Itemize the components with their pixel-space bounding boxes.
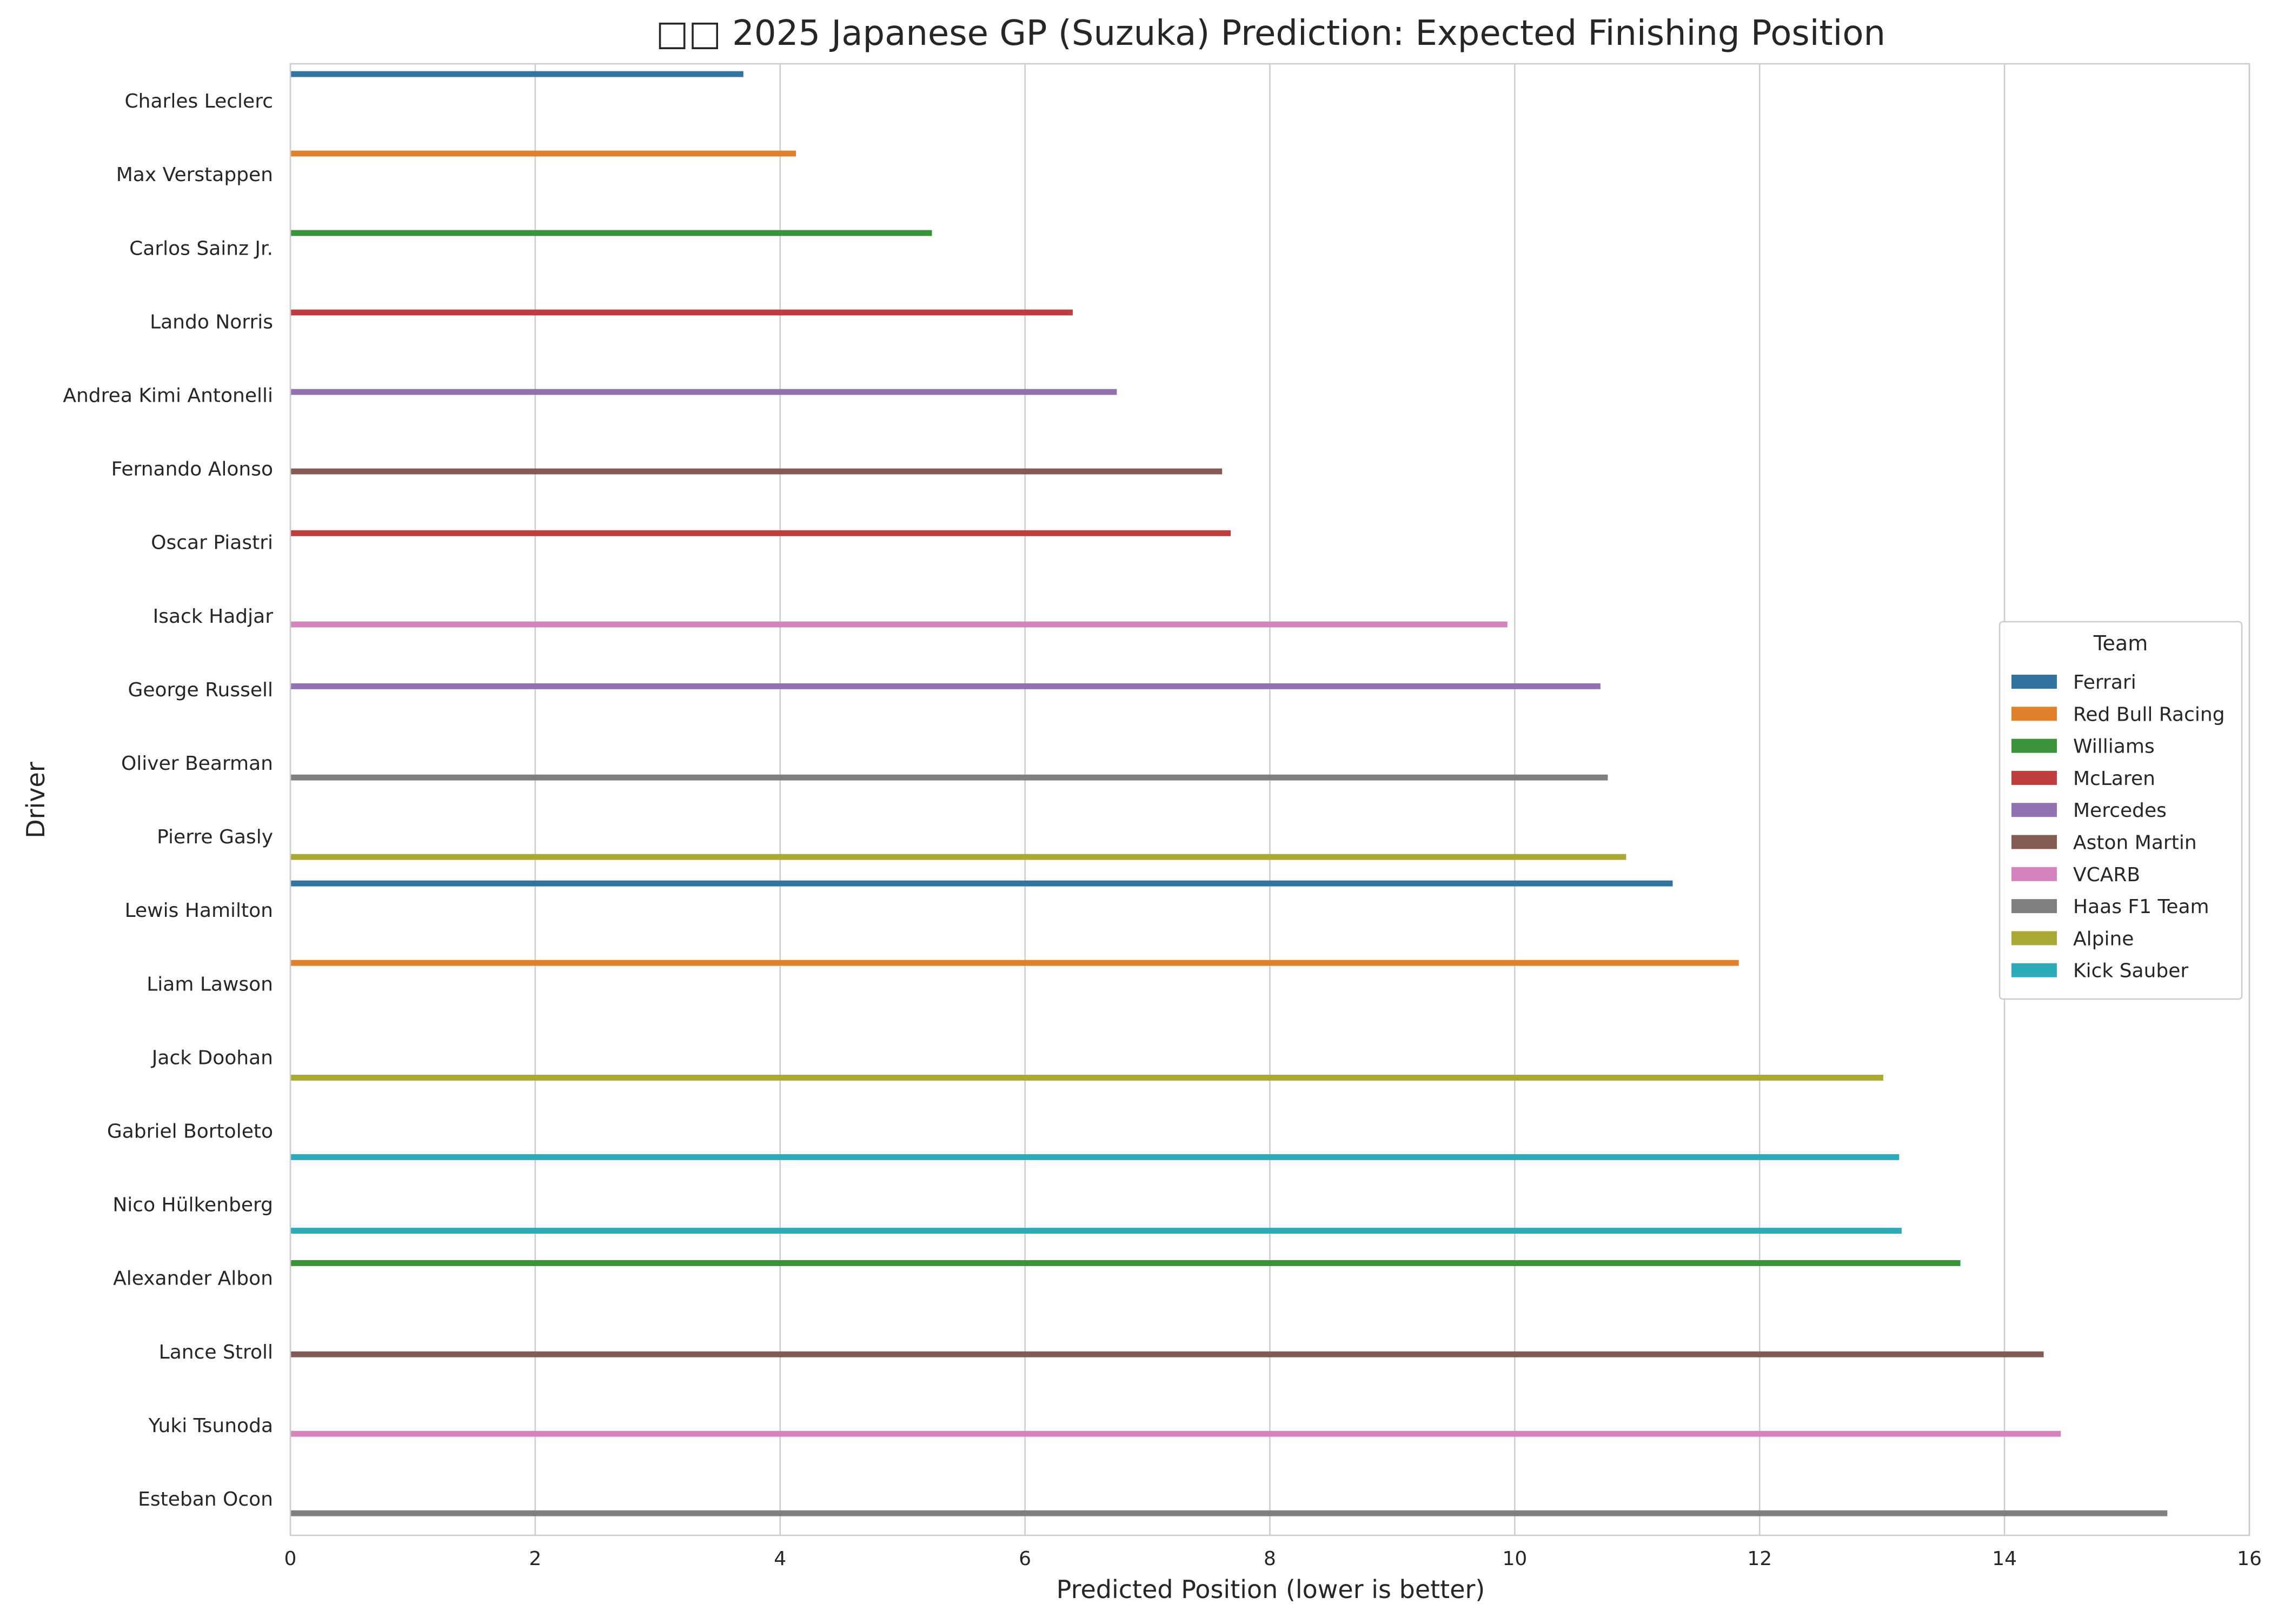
legend-swatch (2011, 770, 2057, 785)
bar (290, 1228, 1902, 1234)
legend-label: Williams (2073, 736, 2155, 758)
bar (290, 150, 796, 157)
legend-label: McLaren (2073, 768, 2155, 790)
x-tick-label: 16 (2237, 1548, 2262, 1570)
bar (290, 530, 1231, 536)
legend-items: Ferrari Red Bull Racing Williams McLaren Mer… (2011, 671, 2225, 982)
legend-swatch (2011, 963, 2057, 977)
y-tick-label: Alexander Albon (113, 1268, 273, 1290)
y-axis-label: Driver (21, 762, 50, 838)
bar (290, 1154, 1900, 1160)
x-tick-label: 2 (529, 1548, 541, 1570)
y-tick-label: Pierre Gasly (157, 826, 273, 848)
x-tick-label: 10 (1502, 1548, 1527, 1570)
legend: Team Ferrari Red Bull Racing Williams McLar… (1998, 621, 2243, 1000)
bar (290, 309, 1073, 316)
bar (290, 71, 743, 77)
y-tick-label: Andrea Kimi Antonelli (63, 384, 273, 407)
legend-box (1998, 621, 2243, 1000)
x-tick-label: 12 (1747, 1548, 1772, 1570)
legend-swatch (2011, 738, 2057, 753)
y-tick-label: George Russell (128, 679, 273, 701)
chart-title: □□ 2025 Japanese GP (Suzuka) Prediction:… (656, 14, 1885, 54)
legend-swatch (2011, 803, 2057, 817)
y-tick-label: Yuki Tsunoda (148, 1415, 273, 1437)
bars (290, 71, 2168, 1516)
y-tick-label: Oscar Piastri (151, 532, 273, 554)
bar (290, 880, 1673, 887)
y-tick-label: Oliver Bearman (121, 753, 273, 775)
y-tick-label: Carlos Sainz Jr. (129, 237, 273, 259)
legend-title: Team (2093, 631, 2148, 655)
y-tick-labels: Charles Leclerc Max Verstappen Carlos Sain… (63, 90, 273, 1510)
bar (290, 960, 1739, 966)
y-tick-label: Max Verstappen (116, 164, 273, 186)
legend-swatch (2011, 899, 2057, 914)
y-tick-label: Lewis Hamilton (125, 900, 273, 922)
legend-swatch (2011, 675, 2057, 689)
legend-label: Aston Martin (2073, 832, 2197, 854)
legend-swatch (2011, 835, 2057, 849)
bar (290, 621, 1508, 628)
y-tick-label: Charles Leclerc (125, 90, 273, 112)
x-tick-labels: 0 2 4 6 8 10 12 14 16 (284, 1548, 2262, 1570)
legend-swatch (2011, 931, 2057, 946)
bar (290, 683, 1601, 689)
y-tick-label: Lando Norris (150, 311, 273, 333)
bar (290, 230, 932, 236)
bar (290, 1510, 2168, 1516)
y-tick-label: Esteban Ocon (138, 1488, 273, 1510)
bar (290, 468, 1223, 475)
bar (290, 774, 1608, 781)
x-tick-label: 4 (774, 1548, 786, 1570)
x-tick-label: 0 (284, 1548, 297, 1570)
y-tick-label: Gabriel Bortoleto (107, 1120, 273, 1142)
legend-label: Ferrari (2073, 671, 2136, 694)
legend-swatch (2011, 707, 2057, 721)
bar (290, 1430, 2061, 1437)
bar (290, 1260, 1961, 1266)
y-tick-label: Jack Doohan (151, 1047, 273, 1069)
legend-label: Kick Sauber (2073, 960, 2188, 982)
y-tick-label: Lance Stroll (159, 1341, 273, 1363)
legend-label: VCARB (2073, 864, 2140, 886)
legend-label: Alpine (2073, 928, 2134, 950)
bar (290, 1351, 2044, 1357)
x-tick-label: 6 (1019, 1548, 1031, 1570)
y-tick-label: Isack Hadjar (153, 605, 274, 628)
plot-frame (289, 63, 2250, 1536)
x-axis-label: Predicted Position (lower is better) (1057, 1575, 1485, 1604)
legend-label: Haas F1 Team (2073, 896, 2209, 918)
y-tick-label: Liam Lawson (147, 973, 273, 995)
y-tick-label: Nico Hülkenberg (112, 1194, 273, 1216)
legend-label: Red Bull Racing (2073, 703, 2225, 726)
bar (290, 854, 1626, 860)
y-tick-label: Fernando Alonso (111, 458, 273, 481)
bar (290, 1075, 1883, 1081)
grid (289, 64, 2250, 1535)
legend-swatch (2011, 867, 2057, 881)
legend-label: Mercedes (2073, 800, 2167, 822)
x-tick-label: 8 (1264, 1548, 1276, 1570)
x-tick-label: 14 (1992, 1548, 2017, 1570)
bar (290, 389, 1117, 395)
